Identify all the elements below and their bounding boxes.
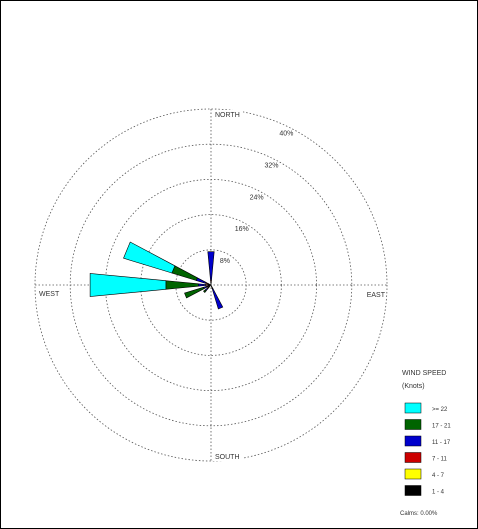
direction-label-south: SOUTH	[215, 454, 240, 461]
legend-label-0: >= 22	[432, 407, 448, 413]
legend-calms: Calms: 0.00%	[400, 511, 438, 517]
ring-label-8pct: 8%	[220, 258, 230, 265]
ring-label-32pct: 32%	[265, 162, 279, 169]
direction-label-bg-north	[213, 110, 243, 119]
petal-270-segment-5	[89, 273, 167, 297]
direction-labels: NORTH EAST SOUTH WEST	[37, 110, 386, 461]
direction-label-west: WEST	[39, 291, 60, 298]
direction-label-bg-west	[37, 289, 67, 298]
legend-label-3: 7 - 11	[432, 457, 448, 463]
petal-247.5-segment-4	[184, 286, 205, 299]
direction-label-north: NORTH	[215, 112, 240, 119]
petal-292.5-segment-4	[171, 265, 198, 281]
legend-label-1: 17 - 21	[432, 424, 451, 430]
direction-label-bg-east	[355, 290, 385, 299]
petals	[89, 241, 224, 310]
legend-title: WIND SPEED	[402, 370, 446, 377]
petal-270-segment-3	[198, 283, 206, 287]
petal-0-segment-3	[207, 251, 215, 281]
petal-157.5-segment-3	[211, 288, 224, 310]
petal-225-segment-4	[203, 289, 207, 293]
legend-swatch-0	[404, 402, 422, 414]
direction-label-bg-south	[213, 452, 243, 461]
petal-270-segment-2	[205, 284, 209, 286]
legend-swatch-2	[404, 435, 422, 447]
legend-swatch-1	[404, 419, 422, 430]
legend: WIND SPEED (Knots) >= 22 17 - 21 11 - 17 7 - …	[400, 370, 451, 517]
direction-label-east: EAST	[367, 292, 386, 299]
legend-swatch-5	[404, 485, 422, 496]
legend-swatch-4	[404, 468, 422, 480]
ring-label-40pct: 40%	[279, 130, 293, 137]
ring-label-16pct: 16%	[235, 226, 249, 233]
legend-unit: (Knots)	[402, 383, 425, 390]
legend-label-5: 1 - 4	[432, 490, 445, 496]
legend-swatch-3	[404, 452, 422, 463]
petal-0-segment-2	[210, 279, 212, 283]
ring-label-24pct: 24%	[250, 194, 264, 201]
petal-292.5-segment-3	[195, 277, 207, 284]
petal-292.5-segment-5	[123, 241, 176, 274]
ring-labels: 8% 16% 24% 32% 40%	[220, 130, 294, 265]
ring-40pct	[34, 108, 388, 462]
petal-270-segment-4	[165, 280, 199, 290]
legend-label-2: 11 - 17	[432, 440, 451, 446]
legend-label-4: 4 - 7	[432, 473, 445, 479]
